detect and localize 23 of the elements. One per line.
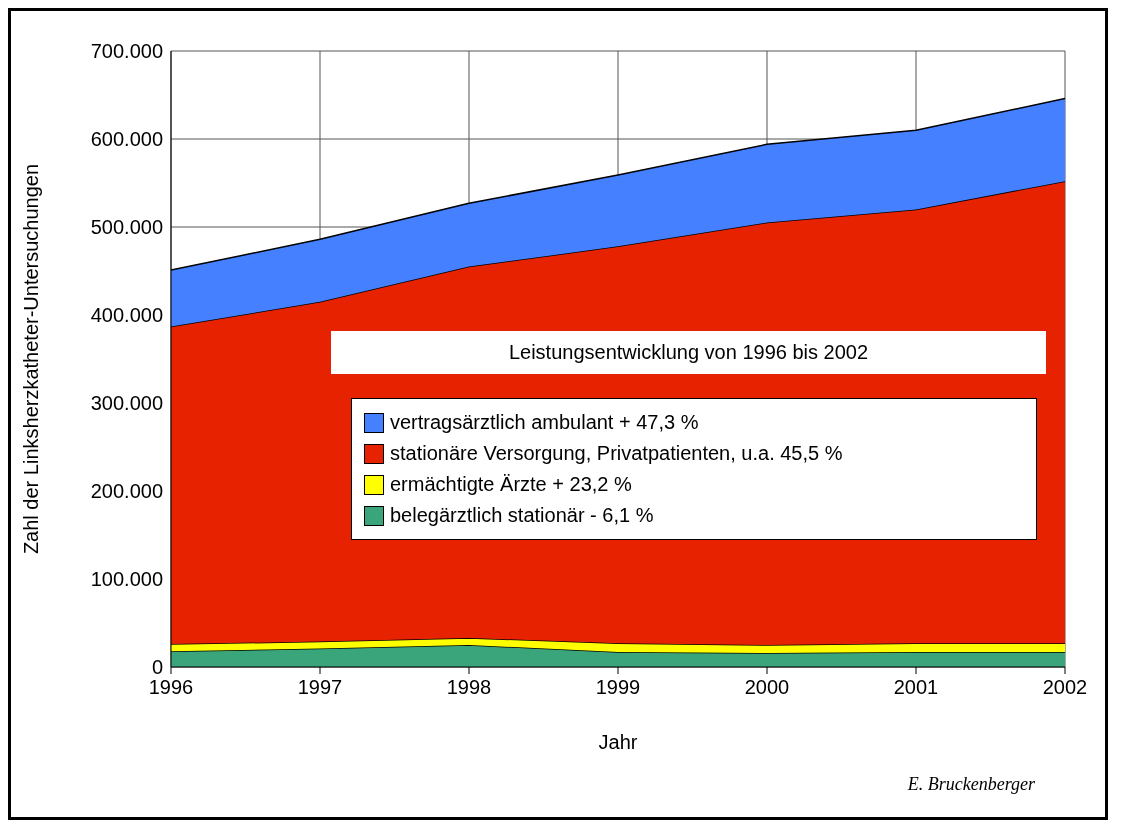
y-tick-label: 200.000: [90, 480, 163, 503]
y-tick-label: 500.000: [90, 216, 163, 239]
legend-label: ermächtigte Ärzte + 23,2 %: [390, 472, 632, 497]
text: E. Bruckenberger: [907, 774, 1035, 795]
y-axis-title: Zahl der Linksherzkatheter-Untersuchungen: [20, 163, 43, 555]
y-tick-label: 0: [151, 656, 163, 679]
y-tick-label: 300.000: [90, 392, 163, 415]
x-tick-label: 1998: [446, 676, 492, 699]
x-axis-title: Jahr: [598, 731, 638, 753]
legend-label: vertragsärztlich ambulant + 47,3 %: [390, 410, 699, 435]
x-tick-label: 1996: [148, 676, 194, 699]
y-tick-label: 600.000: [90, 128, 163, 151]
legend-label: stationäre Versorgung, Privatpatienten, u.a. 45,5 %: [390, 441, 843, 466]
x-tick-label: 2000: [744, 676, 790, 699]
x-tick-label: 1999: [595, 676, 641, 699]
x-tick-label: 2002: [1042, 676, 1088, 699]
legend-label: belegärztlich stationär - 6,1 %: [390, 503, 654, 528]
x-tick-label: 2001: [893, 676, 939, 699]
y-tick-label: 400.000: [90, 304, 163, 327]
y-tick-label: 700.000: [90, 40, 163, 63]
y-tick-label: 100.000: [90, 568, 163, 591]
legend-heading: Leistungsentwicklung von 1996 bis 2002: [331, 331, 1046, 374]
x-tick-label: 1997: [297, 676, 343, 699]
